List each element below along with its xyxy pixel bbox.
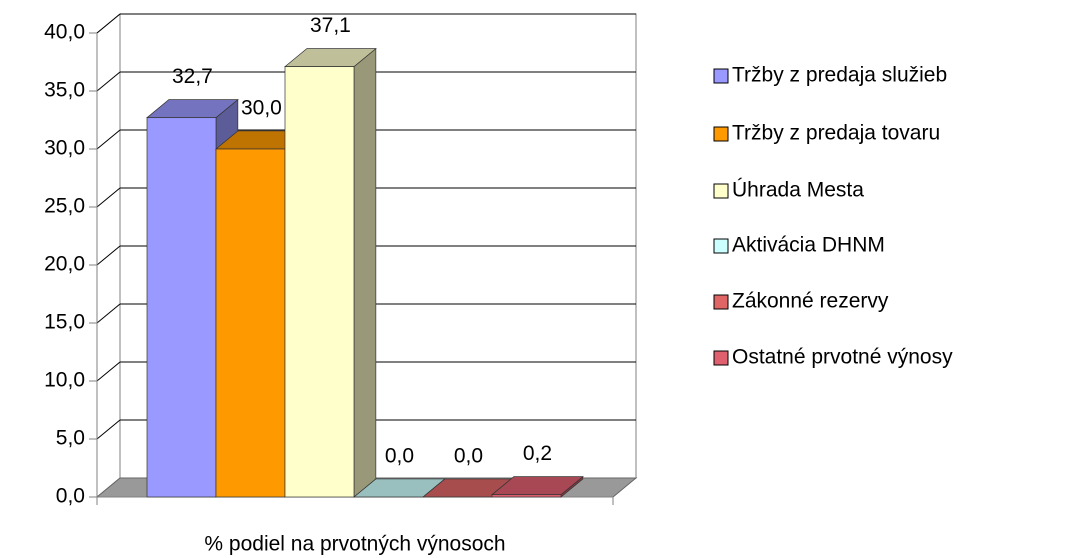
- y-tick-label: 25,0: [44, 195, 85, 218]
- bar: [491, 494, 562, 498]
- y-tick-label: 0,0: [56, 485, 85, 508]
- grid-line: [96, 71, 121, 92]
- legend-swatch: [713, 126, 729, 142]
- legend-swatch: [713, 183, 729, 199]
- bar: [215, 148, 286, 498]
- grid-line: [96, 361, 121, 382]
- legend-label: Tržby z predaja služieb: [732, 64, 947, 87]
- grid-line: [96, 13, 121, 34]
- legend-label: Ostatné prvotné výnosy: [732, 346, 953, 369]
- y-tick-label: 35,0: [44, 79, 85, 102]
- y-tick-label: 5,0: [56, 427, 85, 450]
- y-tick-label: 30,0: [44, 137, 85, 160]
- legend-swatch: [713, 350, 729, 366]
- legend-label: Tržby z predaja tovaru: [732, 122, 940, 145]
- legend-swatch: [713, 238, 729, 254]
- bar: [146, 117, 217, 498]
- grid-line: [96, 129, 121, 150]
- legend-label: Úhrada Mesta: [732, 179, 864, 202]
- legend-label: Zákonné rezervy: [732, 290, 889, 313]
- bar: [284, 66, 355, 498]
- y-tick-label: 10,0: [44, 369, 85, 392]
- grid-line: [96, 245, 121, 266]
- grid-line: [96, 419, 121, 440]
- value-label: 0,2: [523, 442, 552, 465]
- y-tick-label: 20,0: [44, 253, 85, 276]
- legend-label: Aktivácia DHNM: [732, 234, 885, 257]
- value-label: 0,0: [454, 444, 483, 467]
- legend-swatch: [713, 68, 729, 84]
- value-label: 30,0: [241, 96, 282, 119]
- value-label: 32,7: [172, 65, 213, 88]
- y-tick-label: 15,0: [44, 311, 85, 334]
- grid-line: [96, 187, 121, 208]
- grid-line: [96, 303, 121, 324]
- legend-swatch: [713, 294, 729, 310]
- value-label: 37,1: [310, 14, 351, 37]
- x-tick-label: % podiel na prvotných výnosoch: [204, 533, 505, 556]
- value-label: 0,0: [385, 444, 414, 467]
- y-tick-label: 40,0: [44, 21, 85, 44]
- bar-side: [353, 47, 377, 498]
